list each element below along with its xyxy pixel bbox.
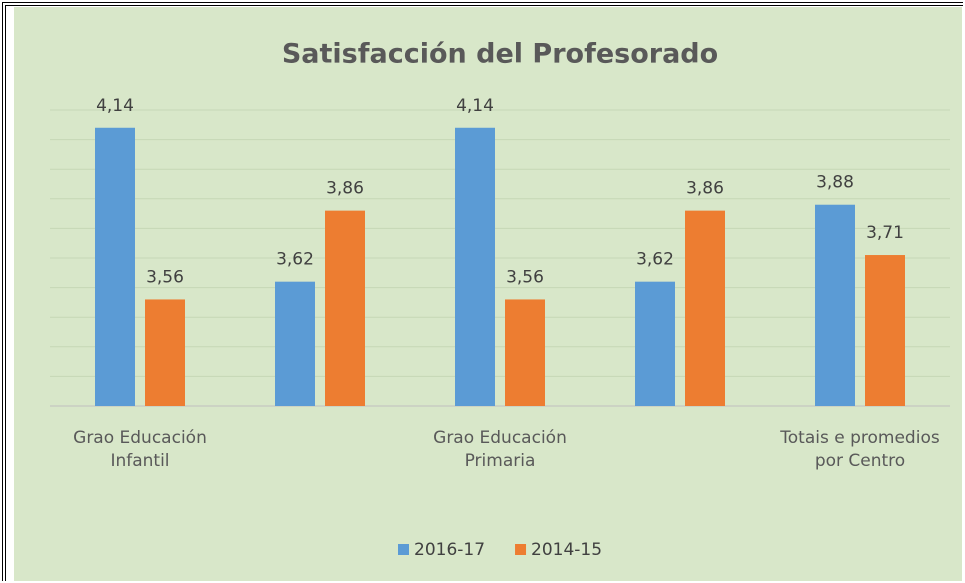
x-tick-label: Totais e promedios por Centro	[780, 428, 940, 471]
data-label: 3,86	[326, 179, 364, 199]
bar	[635, 281, 675, 406]
bar	[455, 127, 495, 406]
bar	[275, 281, 315, 406]
data-label: 3,56	[146, 267, 184, 287]
x-tick-label: Grao Educación Infantil	[73, 428, 207, 471]
bar	[685, 210, 725, 406]
bar	[325, 210, 365, 406]
bar	[145, 299, 185, 406]
data-label: 4,14	[96, 96, 134, 116]
legend-label: 2014-15	[531, 540, 602, 560]
data-label: 3,56	[506, 267, 544, 287]
data-label: 4,14	[456, 96, 494, 116]
chart-title: Satisfacción del Profesorado	[282, 39, 718, 70]
bar	[505, 299, 545, 406]
data-label: 3,62	[276, 250, 314, 270]
x-tick-label: Grao Educación Primaria	[433, 428, 567, 471]
legend-swatch	[515, 544, 527, 555]
bar	[815, 204, 855, 406]
data-label: 3,62	[636, 250, 674, 270]
data-label: 3,71	[866, 223, 904, 243]
data-label: 3,88	[816, 173, 854, 193]
bar	[865, 255, 905, 406]
legend-label: 2016-17	[414, 540, 485, 560]
bar	[95, 127, 135, 406]
data-label: 3,86	[686, 179, 724, 199]
legend-swatch	[398, 544, 409, 555]
